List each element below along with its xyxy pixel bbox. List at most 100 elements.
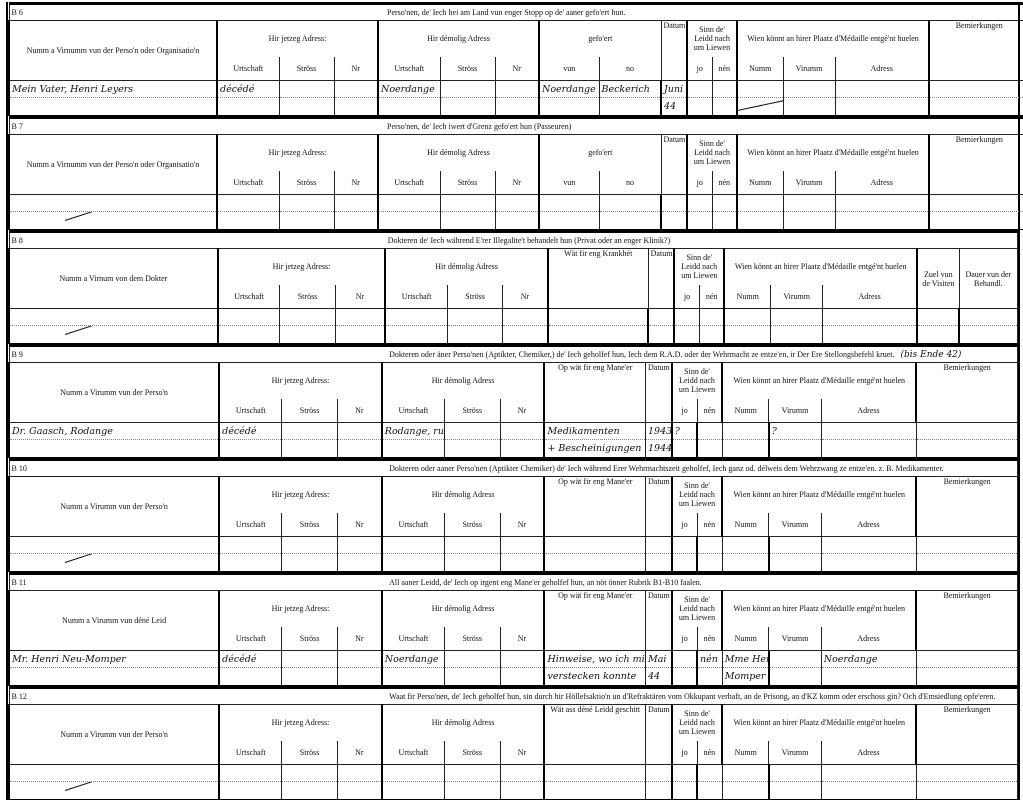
entry-cell[interactable] xyxy=(721,781,770,800)
entry-cell[interactable] xyxy=(820,422,917,440)
entry-cell[interactable] xyxy=(499,553,545,572)
entry-cell[interactable]: Momper xyxy=(721,667,770,686)
entry-cell[interactable] xyxy=(439,211,496,230)
entry-cell[interactable] xyxy=(820,439,917,458)
entry-cell[interactable] xyxy=(695,422,723,440)
entry-cell[interactable] xyxy=(281,781,338,800)
entry-cell[interactable] xyxy=(711,194,738,212)
entry-cell[interactable] xyxy=(333,80,379,98)
entry-cell[interactable] xyxy=(915,764,1019,782)
entry-cell[interactable] xyxy=(336,667,383,686)
entry-cell[interactable] xyxy=(7,667,220,686)
entry-cell[interactable] xyxy=(446,325,504,344)
entry-cell[interactable] xyxy=(686,80,713,98)
entry-cell[interactable] xyxy=(278,211,335,230)
entry-cell[interactable]: Noerdange xyxy=(820,650,917,668)
entry-cell[interactable] xyxy=(686,194,713,212)
entry-cell[interactable] xyxy=(499,536,545,554)
entry-cell[interactable] xyxy=(820,781,917,800)
entry-cell[interactable] xyxy=(380,439,445,458)
entry-cell[interactable] xyxy=(822,308,918,326)
entry-cell[interactable]: décédé xyxy=(218,422,283,440)
entry-cell[interactable] xyxy=(644,553,673,572)
entry-cell[interactable] xyxy=(281,650,338,668)
entry-cell[interactable] xyxy=(767,650,822,668)
entry-cell[interactable] xyxy=(499,422,545,440)
entry-cell[interactable]: Noerdange xyxy=(538,80,600,98)
entry-cell[interactable] xyxy=(670,439,698,458)
entry-cell[interactable] xyxy=(281,764,338,782)
entry-cell[interactable] xyxy=(336,764,383,782)
entry-cell[interactable] xyxy=(767,764,822,782)
entry-cell[interactable] xyxy=(8,325,219,344)
entry-cell[interactable] xyxy=(543,553,647,572)
entry-cell[interactable] xyxy=(336,781,383,800)
entry-cell[interactable] xyxy=(499,667,545,686)
entry-cell[interactable] xyxy=(767,536,822,554)
entry-cell[interactable] xyxy=(443,781,501,800)
entry-cell[interactable] xyxy=(782,211,836,230)
entry-cell[interactable] xyxy=(279,308,336,326)
entry-cell[interactable] xyxy=(218,553,283,572)
entry-cell[interactable] xyxy=(721,439,770,458)
entry-cell[interactable] xyxy=(336,650,383,668)
entry-cell[interactable] xyxy=(380,553,445,572)
entry-cell[interactable] xyxy=(218,764,283,782)
entry-cell[interactable] xyxy=(834,97,930,116)
entry-cell[interactable] xyxy=(281,439,338,458)
entry-cell[interactable]: Hinweise, wo ich mich xyxy=(543,650,646,668)
entry-cell[interactable] xyxy=(721,764,770,782)
entry-cell[interactable] xyxy=(333,194,379,212)
entry-cell[interactable] xyxy=(216,194,280,212)
entry-cell[interactable] xyxy=(333,211,379,230)
entry-cell[interactable]: 1943/ xyxy=(644,422,673,440)
entry-cell[interactable] xyxy=(767,781,822,800)
entry-cell[interactable] xyxy=(598,211,662,230)
entry-cell[interactable] xyxy=(7,553,220,572)
entry-cell[interactable] xyxy=(546,308,649,326)
entry-cell[interactable] xyxy=(928,97,1023,116)
entry-cell[interactable] xyxy=(916,308,960,326)
entry-cell[interactable] xyxy=(218,536,283,554)
entry-cell[interactable] xyxy=(820,764,917,782)
entry-cell[interactable]: décédé xyxy=(216,80,280,98)
entry-cell[interactable] xyxy=(711,211,738,230)
entry-cell[interactable] xyxy=(499,781,545,800)
entry-cell[interactable] xyxy=(958,325,1019,344)
entry-cell[interactable] xyxy=(384,325,448,344)
entry-cell[interactable]: Beckerich xyxy=(598,80,662,98)
entry-cell[interactable] xyxy=(218,667,283,686)
entry-cell[interactable] xyxy=(443,536,501,554)
entry-cell[interactable] xyxy=(698,308,725,326)
entry-cell[interactable] xyxy=(767,667,822,686)
entry-cell[interactable] xyxy=(834,194,930,212)
entry-cell[interactable]: décédé xyxy=(218,650,283,668)
entry-cell[interactable] xyxy=(927,211,1023,230)
entry-cell[interactable] xyxy=(673,325,700,344)
entry-cell[interactable] xyxy=(820,667,917,686)
entry-cell[interactable] xyxy=(721,536,770,554)
entry-cell[interactable] xyxy=(670,667,698,686)
entry-cell[interactable] xyxy=(281,667,338,686)
entry-cell[interactable]: Mai xyxy=(644,650,673,668)
entry-cell[interactable] xyxy=(7,764,220,782)
entry-cell[interactable] xyxy=(834,211,930,230)
entry-cell[interactable] xyxy=(218,781,283,800)
entry-cell[interactable] xyxy=(281,536,338,554)
entry-cell[interactable] xyxy=(543,536,647,554)
entry-cell[interactable] xyxy=(644,536,673,554)
entry-cell[interactable] xyxy=(721,553,770,572)
entry-cell[interactable] xyxy=(380,764,445,782)
entry-cell[interactable]: Rodange, rue de Longwy xyxy=(380,422,445,440)
entry-cell[interactable] xyxy=(670,650,698,668)
entry-cell[interactable] xyxy=(494,211,540,230)
entry-cell[interactable] xyxy=(723,308,772,326)
entry-cell[interactable] xyxy=(820,536,917,554)
entry-cell[interactable] xyxy=(494,80,540,98)
entry-cell[interactable] xyxy=(696,536,723,554)
entry-cell[interactable] xyxy=(644,781,673,800)
entry-cell[interactable] xyxy=(736,194,784,212)
entry-cell[interactable] xyxy=(670,553,698,572)
entry-cell[interactable] xyxy=(916,325,960,344)
entry-cell[interactable] xyxy=(767,439,822,458)
